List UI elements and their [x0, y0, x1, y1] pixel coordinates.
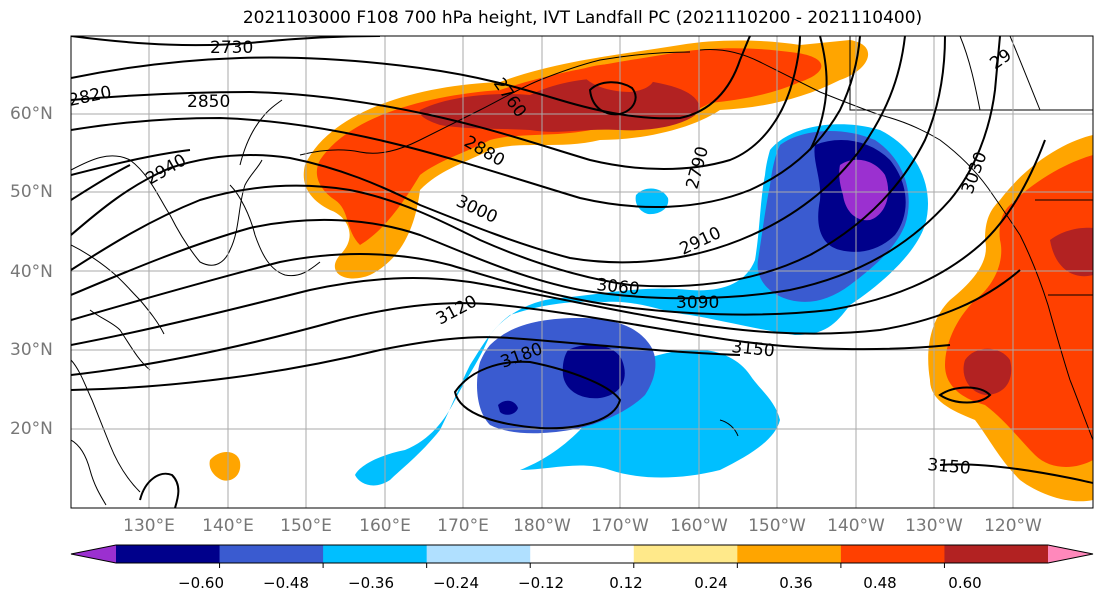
colorbar-extend-min [71, 545, 116, 563]
colorbar-tick-label: −0.24 [433, 574, 479, 592]
lon-label-130e: 130°E [123, 516, 175, 536]
lat-label-20n: 20°N [10, 419, 53, 439]
coastlines [71, 36, 1093, 506]
height-contours [71, 36, 1093, 508]
colorbar-tick-label: 0.48 [863, 574, 897, 592]
colorbar-tick-label: 0.12 [609, 574, 643, 592]
lon-label-120w: 120°W [984, 516, 1042, 536]
colorbar-tick-label: 0.36 [779, 574, 813, 592]
lon-label-170e: 170°E [437, 516, 489, 536]
colorbar-segment [737, 545, 842, 563]
lon-label-140e: 140°E [202, 516, 254, 536]
contour-label-3150b: 3150 [927, 455, 972, 479]
contour-label-3150: 3150 [730, 337, 775, 361]
lat-label-40n: 40°N [10, 262, 53, 282]
lon-label-130w: 130°W [905, 516, 963, 536]
colorbar-segment [323, 545, 428, 563]
lat-label-30n: 30°N [10, 340, 53, 360]
ivt-negative [355, 124, 928, 486]
lon-label-180w: 180°W [513, 516, 571, 536]
lat-label-60n: 60°N [10, 104, 53, 124]
colorbar-tick-label: −0.48 [263, 574, 309, 592]
lon-label-150w: 150°W [748, 516, 806, 536]
colorbar-segment [840, 545, 945, 563]
map-layers: 2730 2820 2850 2940 2880 3000 2910 3060 … [71, 36, 1093, 508]
map-frame [70, 35, 1094, 509]
colorbar-segment [530, 545, 635, 563]
lon-label-150e: 150°E [280, 516, 332, 536]
lon-label-140w: 140°W [827, 516, 885, 536]
contour-label-3060: 3060 [595, 275, 640, 299]
colorbar-extend-max [1048, 545, 1093, 563]
contour-label-2730: 2730 [210, 38, 253, 58]
contour-label-3090: 3090 [676, 293, 719, 313]
lon-label-160e: 160°E [359, 516, 411, 536]
lon-label-160w: 160°W [670, 516, 728, 536]
colorbar-outline [70, 544, 1094, 564]
colorbar-tick-label: 0.60 [948, 574, 982, 592]
colorbar [70, 544, 1094, 568]
colorbar-segment [426, 545, 531, 563]
lon-label-170w: 170°W [591, 516, 649, 536]
ivt-positive-north [303, 40, 869, 279]
colorbar-tick-label: −0.60 [178, 574, 224, 592]
map-title: 2021103000 F108 700 hPa height, IVT Land… [242, 8, 923, 28]
colorbar-segment [219, 545, 324, 563]
colorbar-tick-label: −0.36 [348, 574, 394, 592]
colorbar-segment [633, 545, 738, 563]
graticule [71, 36, 1093, 508]
colorbar-tick-label: 0.24 [694, 574, 728, 592]
ivt-positive-small-patch [209, 451, 241, 481]
contour-label-2850: 2850 [187, 92, 230, 112]
colorbar-segment [116, 545, 221, 563]
colorbar-segment [944, 545, 1049, 563]
contour-label-group: 2730 2820 2850 2940 2880 3000 2910 3060 … [71, 38, 1016, 479]
lat-label-50n: 50°N [10, 182, 53, 202]
colorbar-tick-label: −0.12 [518, 574, 564, 592]
